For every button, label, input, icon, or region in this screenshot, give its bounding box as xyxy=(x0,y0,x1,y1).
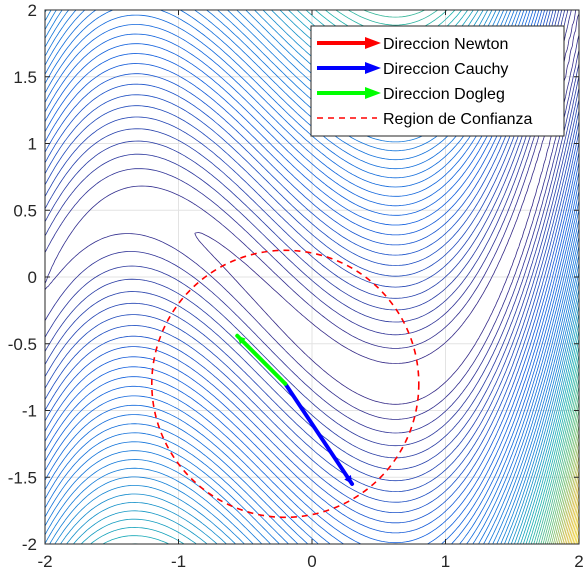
contour-level xyxy=(45,10,579,544)
contour-level xyxy=(572,514,579,544)
legend: Direccion Newton Direccion Cauchy Direccio… xyxy=(310,25,565,137)
x-tick-label: 1 xyxy=(441,552,450,571)
x-tick-label: 2 xyxy=(574,552,583,571)
contour-level xyxy=(45,10,579,470)
contour-level xyxy=(348,10,579,544)
contour-level xyxy=(546,409,579,544)
legend-swatch-head xyxy=(365,37,381,49)
trust-region-circle xyxy=(150,249,420,519)
contour-level xyxy=(540,386,579,544)
contour-level xyxy=(575,529,579,544)
contour-level xyxy=(564,478,579,544)
x-tick-label: 0 xyxy=(307,552,316,571)
contour-level xyxy=(45,10,579,459)
tick-labels: -2 -1 0 1 2 -2 -1.5 -1 -0.5 0 0.5 1 1.5 2 xyxy=(8,1,584,571)
contour-level xyxy=(549,417,579,544)
legend-label: Direccion Dogleg xyxy=(383,86,505,103)
contour-level xyxy=(45,10,579,482)
contour-level xyxy=(565,485,579,544)
x-tick-label: -2 xyxy=(37,552,52,571)
contour-level xyxy=(45,10,579,544)
overlay xyxy=(150,249,420,519)
contour-level xyxy=(363,10,579,544)
direccion-dogleg-arrowhead xyxy=(237,335,246,345)
x-tick-label: -1 xyxy=(171,552,186,571)
contour-level xyxy=(556,448,579,544)
contour-level xyxy=(45,10,579,447)
tick-marks xyxy=(44,9,580,545)
y-tick-label: -0.5 xyxy=(8,335,37,354)
legend-swatch-head xyxy=(365,62,381,74)
contour-level xyxy=(45,10,579,503)
contour-level xyxy=(555,440,579,544)
contour-level xyxy=(553,432,579,544)
legend-label: Region de Confianza xyxy=(383,111,533,128)
contour-level xyxy=(45,10,579,513)
contour-level xyxy=(538,378,579,544)
direccion-cauchy-arrow xyxy=(283,381,355,486)
contour-level xyxy=(560,463,579,544)
contour-level xyxy=(551,425,579,544)
contour-level xyxy=(570,507,579,544)
contour-level xyxy=(542,394,579,544)
contour-level xyxy=(567,492,579,544)
y-tick-label: -1.5 xyxy=(8,468,37,487)
contour-level xyxy=(45,10,579,492)
y-tick-label: 0 xyxy=(28,268,37,287)
y-tick-label: -1 xyxy=(22,402,37,421)
y-tick-label: 1 xyxy=(28,135,37,154)
legend-label: Direccion Cauchy xyxy=(383,61,508,78)
direccion-cauchy-arrowhead xyxy=(344,475,353,484)
contour-level xyxy=(558,455,579,544)
y-tick-label: 2 xyxy=(28,1,37,20)
contour-level xyxy=(562,470,579,544)
contour-level xyxy=(544,402,579,544)
contour-level xyxy=(45,10,579,524)
legend-label: Direccion Newton xyxy=(383,36,508,53)
contour-level xyxy=(45,10,579,544)
y-tick-label: -2 xyxy=(22,535,37,554)
legend-swatch-head xyxy=(365,87,381,99)
y-tick-label: 0.5 xyxy=(13,201,37,220)
y-tick-label: 1.5 xyxy=(13,68,37,87)
contour-level xyxy=(574,522,579,544)
direccion-dogleg-arrow xyxy=(235,333,288,386)
